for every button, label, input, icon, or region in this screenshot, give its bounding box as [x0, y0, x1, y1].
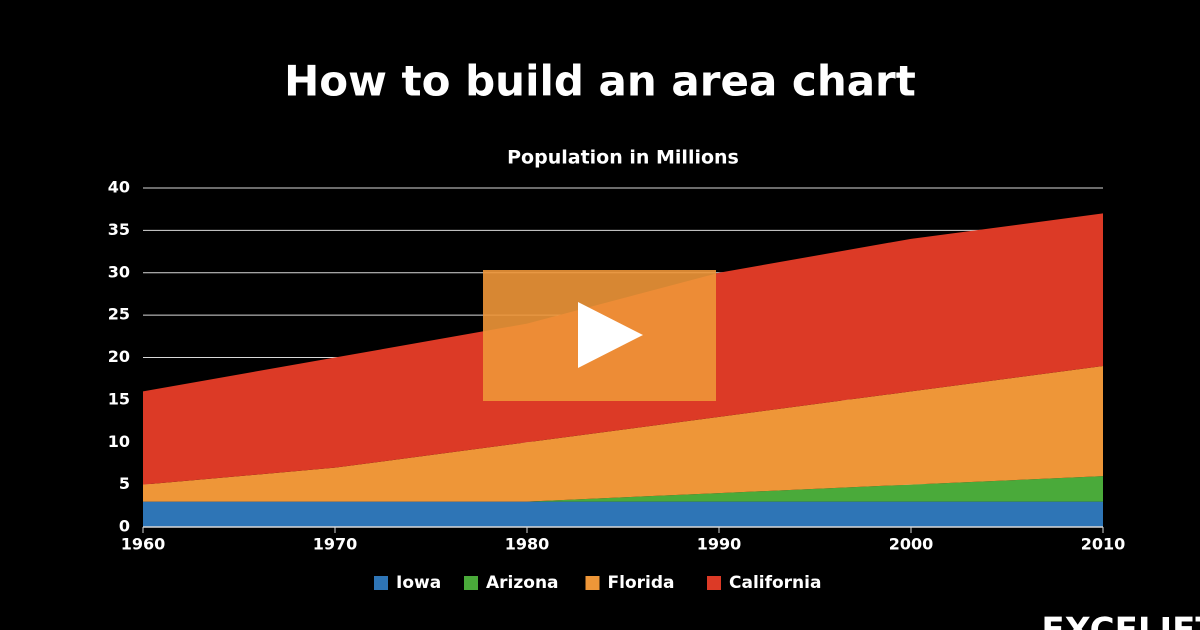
legend-swatch: [374, 576, 388, 590]
legend-label: Arizona: [486, 573, 559, 593]
legend-swatch: [464, 576, 478, 590]
area: [143, 365, 1103, 502]
chart-title: How to build an area chart: [284, 57, 916, 106]
y-tick-label: 25: [108, 305, 130, 324]
play-icon[interactable]: [578, 302, 643, 368]
legend-swatch: [707, 576, 721, 590]
brand: EXCELJET: [1041, 611, 1200, 630]
x-tick-label: 2010: [1081, 535, 1126, 554]
y-tick-label: 5: [119, 474, 130, 493]
y-tick-label: 35: [108, 220, 130, 239]
plot-area: 0 5 10 15 20 25 30 35 40 1960 1970 1980 1990 2000 2010…: [108, 178, 1126, 594]
x-tick-label: 1960: [121, 535, 166, 554]
area: [143, 501, 1103, 527]
x-tick-label: 2000: [889, 535, 934, 554]
legend-label: Florida: [608, 573, 675, 593]
x-tick-label: 1970: [313, 535, 358, 554]
y-tick-label: 10: [108, 432, 130, 451]
area: [143, 476, 1103, 502]
legend-label: Iowa: [396, 573, 441, 593]
y-tick-label: 40: [108, 178, 130, 197]
legend-swatch: [585, 576, 600, 590]
y-tick-label: 15: [108, 389, 130, 408]
play-button[interactable]: [483, 270, 716, 401]
y-tick-label: 30: [108, 262, 130, 281]
chart-subtitle: Population in Millions: [507, 147, 739, 169]
y-tick-label: 0: [119, 517, 130, 536]
x-tick-label: 1990: [697, 535, 742, 554]
legend-label: California: [729, 573, 821, 593]
x-tick-label: 1980: [505, 535, 550, 554]
y-tick-label: 20: [108, 347, 130, 366]
